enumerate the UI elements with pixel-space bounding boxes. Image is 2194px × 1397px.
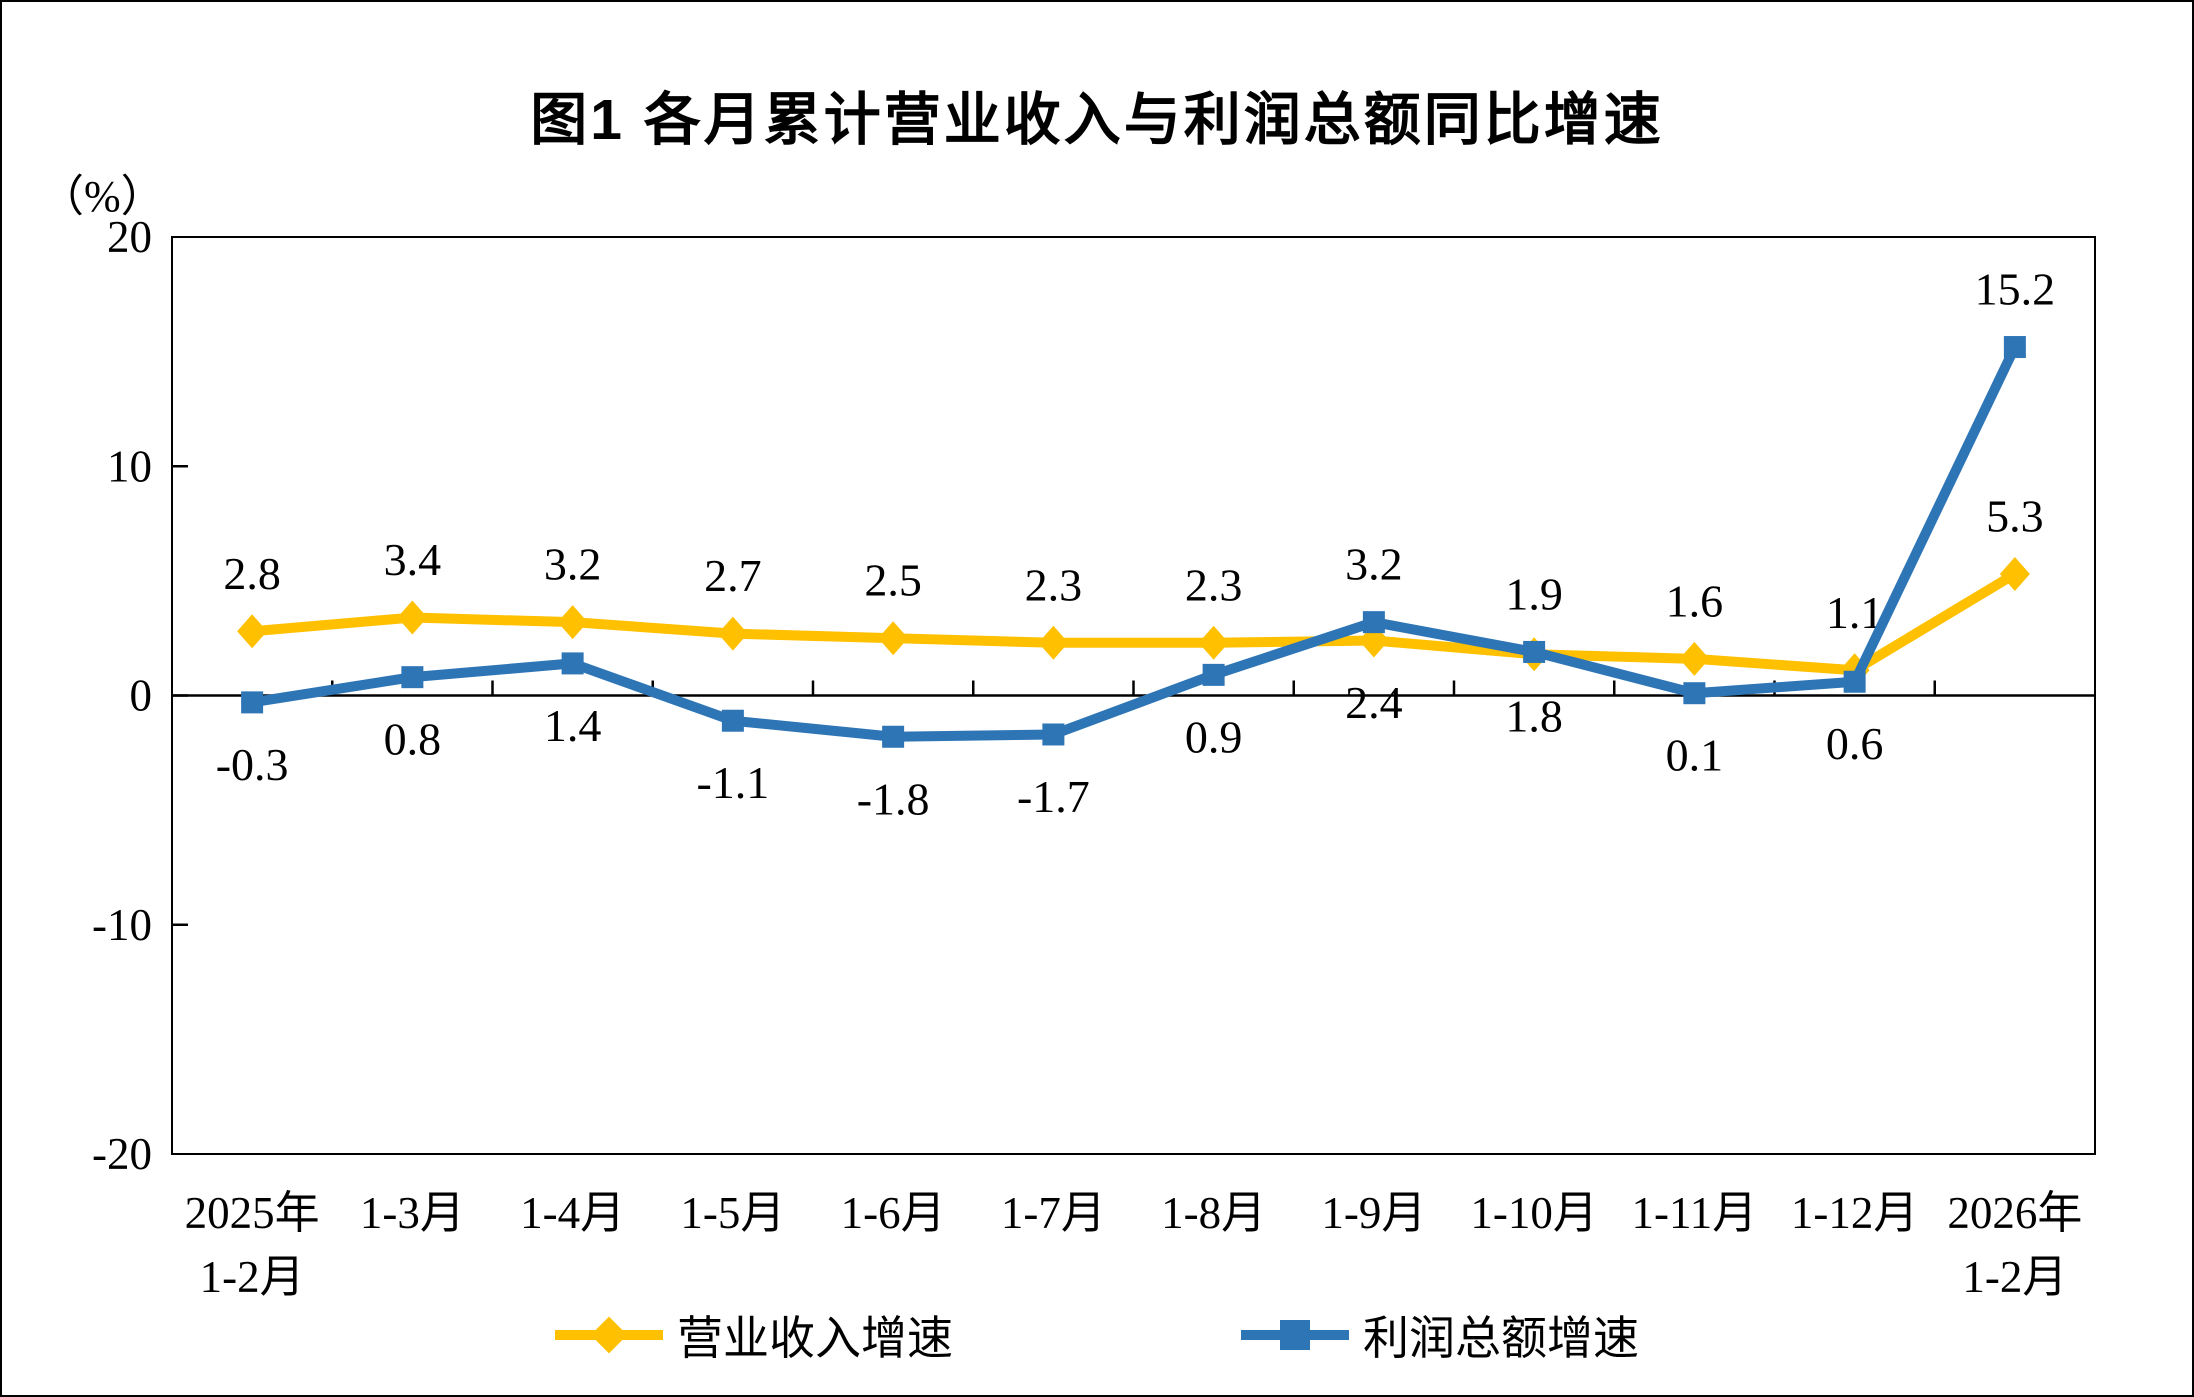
x-axis-category-label: 1-7月 — [1001, 1188, 1106, 1238]
revenue-data-point — [1679, 641, 1710, 676]
profit-data-point — [882, 725, 905, 748]
profit-data-label: 1.4 — [544, 700, 602, 751]
legend-diamond-revenue — [590, 1316, 628, 1354]
profit-data-label: 0.1 — [1666, 730, 1724, 781]
revenue-data-label: 2.5 — [864, 555, 922, 606]
profit-data-point — [1683, 682, 1706, 705]
legend-square-profit — [1280, 1320, 1310, 1350]
profit-data-label: -1.8 — [857, 773, 930, 824]
revenue-data-label: 2.7 — [704, 550, 762, 601]
revenue-data-label: 2.8 — [223, 548, 281, 599]
x-axis-category-label: 1-6月 — [841, 1188, 946, 1238]
x-axis-category-label: 1-10月 — [1470, 1188, 1598, 1238]
profit-data-point — [1042, 723, 1065, 746]
x-axis-category-label: 1-9月 — [1321, 1188, 1426, 1238]
profit-data-label: -1.1 — [696, 757, 769, 808]
x-axis-category-label: 2026年 1-2月 — [1947, 1188, 2082, 1302]
profit-data-label: 15.2 — [1975, 264, 2056, 315]
revenue-data-point — [1038, 625, 1069, 660]
x-axis-category-label: 2025年 1-2月 — [185, 1188, 320, 1302]
y-axis-tick-label: -10 — [92, 900, 152, 950]
legend-marker-revenue-icon — [555, 1315, 663, 1355]
revenue-data-point — [878, 621, 909, 656]
y-axis-tick-label: 0 — [130, 671, 153, 721]
legend-label-profit: 利润总额增速 — [1363, 1313, 1639, 1364]
revenue-data-label: 1.6 — [1666, 575, 1724, 626]
revenue-data-label: 1.8 — [1505, 691, 1563, 742]
x-axis-category-label: 1-3月 — [360, 1188, 465, 1238]
profit-data-point — [1362, 611, 1385, 634]
x-axis-category-label: 1-12月 — [1791, 1188, 1919, 1238]
y-axis-tick-label: -20 — [92, 1129, 152, 1179]
profit-data-label: 0.9 — [1185, 711, 1243, 762]
profit-data-point — [1843, 670, 1866, 693]
revenue-data-label: 2.4 — [1345, 677, 1403, 728]
profit-data-point — [721, 709, 744, 732]
legend-item-revenue: 营业收入增速 — [555, 1302, 953, 1368]
legend-marker-profit-icon — [1241, 1315, 1349, 1355]
profit-data-point — [2003, 336, 2026, 359]
y-axis-tick-label: 10 — [107, 441, 152, 491]
profit-data-point — [241, 691, 264, 714]
revenue-data-label: 3.2 — [544, 539, 602, 590]
profit-data-point — [401, 666, 424, 689]
revenue-data-point — [397, 600, 428, 635]
revenue-data-label: 2.3 — [1025, 559, 1083, 610]
profit-data-label: -0.3 — [216, 739, 289, 790]
profit-data-label: 1.9 — [1505, 568, 1563, 619]
x-axis-category-label: 1-11月 — [1631, 1188, 1757, 1238]
revenue-growth-line — [247, 568, 2020, 676]
profit-data-point — [1523, 640, 1546, 663]
x-axis-category-label: 1-4月 — [520, 1188, 625, 1238]
revenue-data-point — [1999, 556, 2030, 591]
y-axis-unit-label: （%） — [40, 172, 165, 221]
revenue-data-point — [717, 616, 748, 651]
profit-data-label: 0.6 — [1826, 718, 1884, 769]
legend: 营业收入增速 利润总额增速 — [2, 1302, 2192, 1368]
revenue-data-label: 3.4 — [384, 534, 442, 585]
profit-data-point — [561, 652, 584, 675]
x-axis-category-label: 1-8月 — [1161, 1188, 1266, 1238]
revenue-data-label: 2.3 — [1185, 559, 1243, 610]
x-axis-category-label: 1-5月 — [680, 1188, 785, 1238]
legend-label-revenue: 营业收入增速 — [677, 1313, 953, 1364]
profit-data-label: 0.8 — [384, 714, 442, 765]
revenue-data-point — [1198, 625, 1229, 660]
chart-title: 图1 各月累计营业收入与利润总额同比增速 — [530, 88, 1664, 152]
legend-item-profit: 利润总额增速 — [1241, 1302, 1639, 1368]
revenue-data-point — [237, 614, 268, 649]
profit-data-point — [1202, 663, 1225, 686]
revenue-data-label: 5.3 — [1986, 490, 2044, 541]
revenue-data-label: 1.1 — [1826, 587, 1884, 638]
profit-data-label: 3.2 — [1345, 539, 1403, 590]
revenue-data-point — [557, 605, 588, 640]
profit-data-label: -1.7 — [1017, 771, 1090, 822]
y-axis-tick-label: 20 — [107, 212, 152, 262]
profit-growth-line — [247, 342, 2020, 742]
